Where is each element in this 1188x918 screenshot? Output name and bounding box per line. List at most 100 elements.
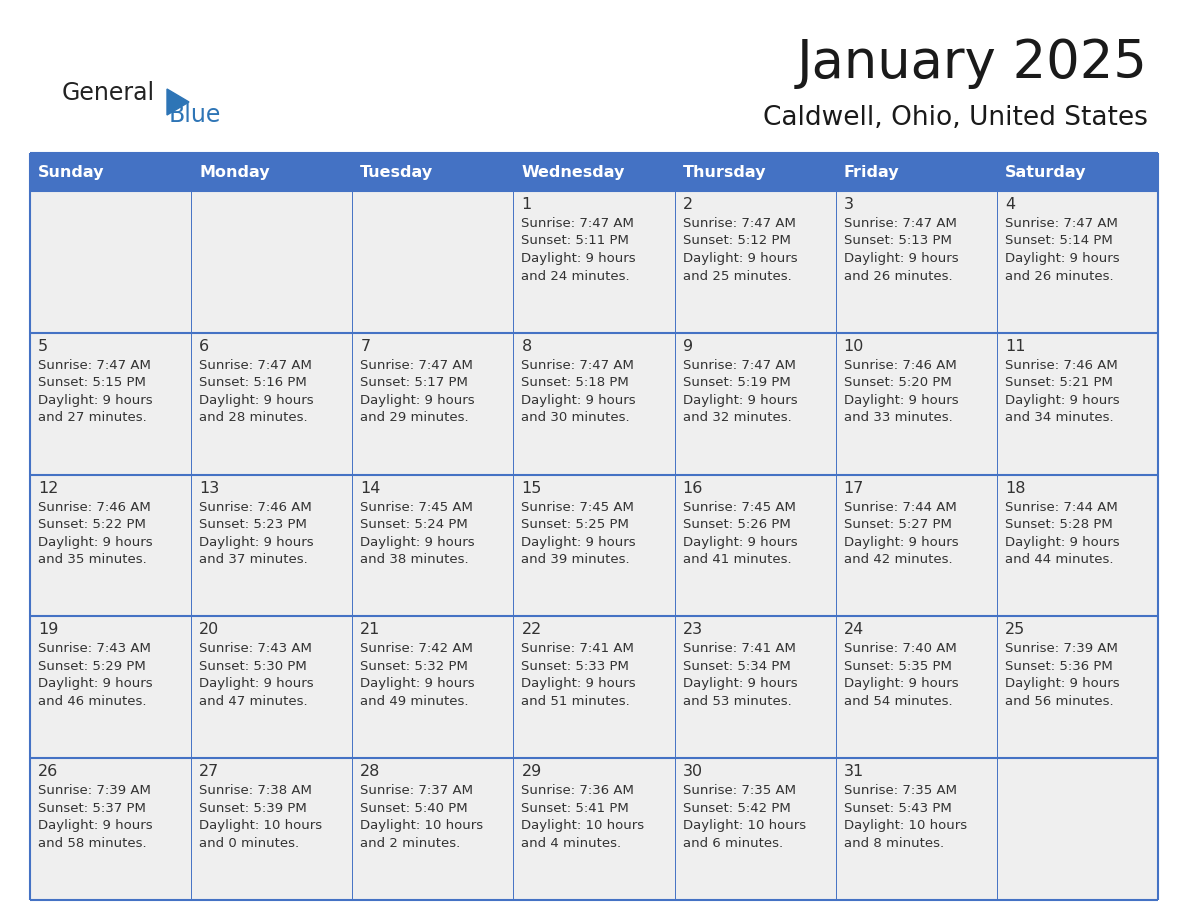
Text: Daylight: 9 hours: Daylight: 9 hours [360, 394, 475, 407]
Text: Daylight: 9 hours: Daylight: 9 hours [683, 252, 797, 265]
Bar [835, 475, 997, 616]
Bar [997, 758, 1158, 900]
Text: Daylight: 9 hours: Daylight: 9 hours [522, 252, 636, 265]
Text: Daylight: 10 hours: Daylight: 10 hours [360, 819, 484, 833]
Text: 3: 3 [843, 197, 854, 212]
Text: Daylight: 9 hours: Daylight: 9 hours [843, 252, 959, 265]
Bar [835, 333, 997, 475]
Text: Sunrise: 7:47 AM: Sunrise: 7:47 AM [1005, 217, 1118, 230]
Text: Sunset: 5:17 PM: Sunset: 5:17 PM [360, 376, 468, 389]
Text: Sunrise: 7:44 AM: Sunrise: 7:44 AM [1005, 500, 1118, 513]
Text: Sunset: 5:18 PM: Sunset: 5:18 PM [522, 376, 630, 389]
Text: Monday: Monday [200, 164, 270, 180]
Text: 9: 9 [683, 339, 693, 353]
Text: Sunrise: 7:42 AM: Sunrise: 7:42 AM [360, 643, 473, 655]
Text: Daylight: 9 hours: Daylight: 9 hours [38, 677, 152, 690]
Text: and 44 minutes.: and 44 minutes. [1005, 554, 1113, 566]
Text: Sunrise: 7:45 AM: Sunrise: 7:45 AM [522, 500, 634, 513]
Bar [30, 191, 191, 333]
Text: Wednesday: Wednesday [522, 164, 625, 180]
Text: Sunrise: 7:47 AM: Sunrise: 7:47 AM [38, 359, 151, 372]
Text: Sunrise: 7:47 AM: Sunrise: 7:47 AM [683, 359, 796, 372]
Text: Daylight: 9 hours: Daylight: 9 hours [522, 677, 636, 690]
Bar [997, 333, 1158, 475]
Text: Sunrise: 7:41 AM: Sunrise: 7:41 AM [683, 643, 796, 655]
Text: Sunset: 5:39 PM: Sunset: 5:39 PM [200, 801, 307, 814]
Text: Daylight: 9 hours: Daylight: 9 hours [360, 535, 475, 549]
Text: Saturday: Saturday [1005, 164, 1086, 180]
Text: Daylight: 9 hours: Daylight: 9 hours [843, 394, 959, 407]
Text: Daylight: 10 hours: Daylight: 10 hours [200, 819, 322, 833]
Text: Sunrise: 7:35 AM: Sunrise: 7:35 AM [683, 784, 796, 797]
Text: Daylight: 9 hours: Daylight: 9 hours [1005, 252, 1119, 265]
Text: Sunset: 5:19 PM: Sunset: 5:19 PM [683, 376, 790, 389]
Text: Sunset: 5:16 PM: Sunset: 5:16 PM [200, 376, 307, 389]
Text: Sunset: 5:29 PM: Sunset: 5:29 PM [38, 660, 146, 673]
Bar [675, 475, 835, 616]
Bar [353, 475, 513, 616]
Text: and 34 minutes.: and 34 minutes. [1005, 411, 1113, 424]
Text: 30: 30 [683, 764, 702, 779]
Bar [675, 333, 835, 475]
Text: 12: 12 [38, 481, 58, 496]
Text: Sunset: 5:40 PM: Sunset: 5:40 PM [360, 801, 468, 814]
Bar [513, 616, 675, 758]
Bar [997, 191, 1158, 333]
Text: Sunrise: 7:44 AM: Sunrise: 7:44 AM [843, 500, 956, 513]
Text: Sunset: 5:12 PM: Sunset: 5:12 PM [683, 234, 790, 248]
Text: Sunset: 5:14 PM: Sunset: 5:14 PM [1005, 234, 1113, 248]
Text: Daylight: 10 hours: Daylight: 10 hours [683, 819, 805, 833]
Text: Sunset: 5:21 PM: Sunset: 5:21 PM [1005, 376, 1113, 389]
Text: Sunset: 5:32 PM: Sunset: 5:32 PM [360, 660, 468, 673]
Text: Friday: Friday [843, 164, 899, 180]
Bar [835, 616, 997, 758]
Text: Daylight: 9 hours: Daylight: 9 hours [1005, 535, 1119, 549]
Bar [353, 616, 513, 758]
Text: Sunrise: 7:37 AM: Sunrise: 7:37 AM [360, 784, 473, 797]
Text: 20: 20 [200, 622, 220, 637]
Text: 23: 23 [683, 622, 702, 637]
Text: Sunset: 5:22 PM: Sunset: 5:22 PM [38, 518, 146, 532]
Text: Sunrise: 7:47 AM: Sunrise: 7:47 AM [683, 217, 796, 230]
Text: Sunrise: 7:41 AM: Sunrise: 7:41 AM [522, 643, 634, 655]
Text: and 46 minutes.: and 46 minutes. [38, 695, 146, 708]
Bar [30, 153, 1158, 191]
Text: Daylight: 9 hours: Daylight: 9 hours [1005, 394, 1119, 407]
Text: Sunrise: 7:46 AM: Sunrise: 7:46 AM [1005, 359, 1118, 372]
Text: and 0 minutes.: and 0 minutes. [200, 836, 299, 850]
Text: Sunset: 5:28 PM: Sunset: 5:28 PM [1005, 518, 1113, 532]
Text: Sunset: 5:24 PM: Sunset: 5:24 PM [360, 518, 468, 532]
Bar [835, 758, 997, 900]
Text: and 47 minutes.: and 47 minutes. [200, 695, 308, 708]
Text: 26: 26 [38, 764, 58, 779]
Bar [30, 333, 191, 475]
Text: Daylight: 9 hours: Daylight: 9 hours [522, 535, 636, 549]
Text: 10: 10 [843, 339, 864, 353]
Text: Daylight: 9 hours: Daylight: 9 hours [38, 535, 152, 549]
Text: and 27 minutes.: and 27 minutes. [38, 411, 147, 424]
Text: Caldwell, Ohio, United States: Caldwell, Ohio, United States [763, 105, 1148, 131]
Text: 7: 7 [360, 339, 371, 353]
Bar [675, 191, 835, 333]
Text: Sunrise: 7:38 AM: Sunrise: 7:38 AM [200, 784, 312, 797]
Text: 24: 24 [843, 622, 864, 637]
Bar [997, 475, 1158, 616]
Text: Daylight: 10 hours: Daylight: 10 hours [843, 819, 967, 833]
Text: Sunrise: 7:39 AM: Sunrise: 7:39 AM [1005, 643, 1118, 655]
Text: Sunset: 5:35 PM: Sunset: 5:35 PM [843, 660, 952, 673]
Text: Daylight: 9 hours: Daylight: 9 hours [843, 535, 959, 549]
Text: Sunset: 5:30 PM: Sunset: 5:30 PM [200, 660, 307, 673]
Text: Daylight: 9 hours: Daylight: 9 hours [1005, 677, 1119, 690]
Text: Sunrise: 7:47 AM: Sunrise: 7:47 AM [522, 217, 634, 230]
Text: 4: 4 [1005, 197, 1015, 212]
Text: 11: 11 [1005, 339, 1025, 353]
Text: 1: 1 [522, 197, 532, 212]
Text: and 41 minutes.: and 41 minutes. [683, 554, 791, 566]
Text: Thursday: Thursday [683, 164, 766, 180]
Bar [353, 758, 513, 900]
Text: and 28 minutes.: and 28 minutes. [200, 411, 308, 424]
Text: and 2 minutes.: and 2 minutes. [360, 836, 461, 850]
Bar [191, 475, 353, 616]
Bar [513, 758, 675, 900]
Polygon shape [168, 89, 189, 115]
